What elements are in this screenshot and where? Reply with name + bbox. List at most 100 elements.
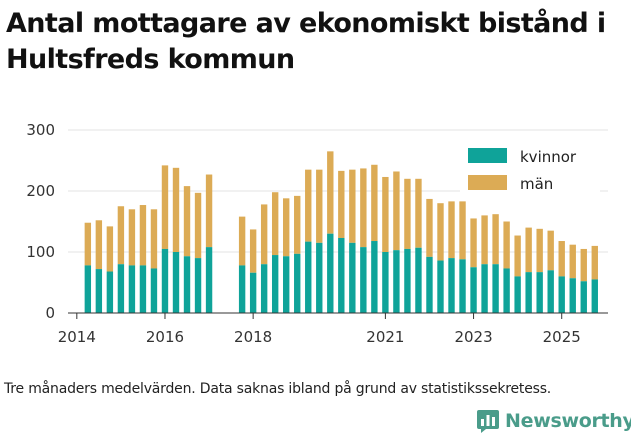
bar-kvinnor — [128, 265, 136, 313]
bar-man — [547, 230, 554, 271]
bar-kvinnor — [415, 247, 422, 313]
bar-man — [238, 216, 246, 266]
bar-kvinnor — [360, 247, 367, 313]
bar-man — [580, 248, 587, 282]
bar-kvinnor — [238, 265, 246, 313]
bar-kvinnor — [393, 250, 400, 313]
bar-man — [415, 178, 422, 248]
bar-man — [492, 214, 499, 265]
bar-man — [569, 244, 576, 279]
bar-man — [514, 235, 521, 277]
legend-label-man: män — [520, 175, 553, 193]
x-tick-label: 2014 — [58, 328, 96, 346]
bar-kvinnor — [150, 268, 158, 313]
legend-swatch-man — [468, 175, 507, 190]
bar-kvinnor — [305, 241, 312, 313]
legend-swatch-kvinnor — [468, 148, 507, 163]
bar-man — [161, 165, 169, 249]
bar-man — [117, 206, 125, 265]
bar-man — [305, 169, 312, 242]
bar-kvinnor — [95, 269, 103, 313]
bar-man — [448, 201, 455, 259]
bar-man — [183, 186, 191, 257]
bar-man — [316, 169, 323, 243]
bar-man — [459, 201, 466, 260]
bar-kvinnor — [338, 237, 345, 313]
bar-kvinnor — [448, 258, 455, 313]
bar-man — [128, 209, 136, 266]
bar-man — [404, 178, 411, 249]
bar-kvinnor — [470, 267, 477, 313]
bar-kvinnor — [260, 264, 268, 313]
bar-kvinnor — [371, 241, 378, 313]
bar-kvinnor — [283, 256, 290, 313]
bar-kvinnor — [139, 265, 147, 313]
bar-kvinnor — [249, 272, 257, 313]
bar-kvinnor — [459, 259, 466, 313]
bar-man — [503, 221, 510, 269]
bar-kvinnor — [84, 265, 92, 313]
y-tick-label: 100 — [26, 243, 55, 261]
legend-label-kvinnor: kvinnor — [520, 148, 577, 166]
newsworthy-logo-icon — [477, 410, 499, 433]
bar-kvinnor — [437, 260, 444, 313]
bar-man — [525, 227, 532, 273]
bar-man — [271, 192, 279, 256]
bar-kvinnor — [172, 252, 180, 313]
bar-kvinnor — [183, 256, 191, 313]
bar-man — [382, 176, 389, 252]
bar-kvinnor — [569, 278, 576, 313]
bar-kvinnor — [580, 281, 587, 313]
bar-man — [393, 171, 400, 251]
bar-man — [205, 174, 213, 248]
bar-kvinnor — [327, 233, 334, 313]
x-tick-label: 2025 — [543, 328, 581, 346]
chart-title: Antal mottagare av ekonomiskt bistånd i … — [6, 8, 606, 75]
x-tick-label: 2018 — [234, 328, 272, 346]
bar-kvinnor — [404, 248, 411, 313]
bars — [84, 151, 598, 313]
bar-man — [139, 205, 147, 266]
bar-kvinnor — [205, 247, 213, 313]
x-tick-label: 2023 — [454, 328, 492, 346]
bar-man — [283, 198, 290, 257]
bar-kvinnor — [503, 268, 510, 313]
y-tick-label: 200 — [26, 182, 55, 200]
bar-man — [437, 203, 444, 261]
bar-man — [338, 170, 345, 238]
bar-man — [536, 228, 543, 273]
bar-kvinnor — [106, 271, 114, 313]
bar-kvinnor — [294, 253, 301, 313]
bar-man — [591, 245, 598, 280]
bar-man — [249, 229, 257, 273]
y-tick-label: 300 — [26, 121, 55, 139]
chart-canvas: 0 100 200 300 2014 2016 2018 2021 2023 2025 kvin… — [26, 121, 608, 346]
bar-kvinnor — [481, 264, 488, 313]
bar-kvinnor — [426, 256, 433, 313]
footnote: Tre månaders medelvärden. Data saknas ib… — [4, 381, 552, 397]
legend: kvinnor män — [460, 140, 600, 193]
bar-kvinnor — [525, 272, 532, 313]
bar-kvinnor — [349, 242, 356, 313]
bar-kvinnor — [591, 279, 598, 313]
bar-man — [371, 164, 378, 242]
bar-kvinnor — [382, 252, 389, 313]
bar-kvinnor — [492, 264, 499, 313]
bar-man — [349, 169, 356, 243]
bar-man — [327, 151, 334, 234]
bar-man — [106, 226, 114, 272]
bar-kvinnor — [117, 264, 125, 313]
y-tick-label: 0 — [45, 304, 55, 322]
bar-man — [294, 195, 301, 254]
bar-kvinnor — [161, 248, 169, 313]
brand[interactable]: Newsworthy — [476, 406, 631, 436]
bar-man — [95, 220, 103, 270]
bar-kvinnor — [194, 258, 202, 313]
bar-kvinnor — [316, 242, 323, 313]
bar-man — [470, 218, 477, 268]
bar-man — [481, 215, 488, 265]
brand-name: Newsworthy — [505, 410, 631, 432]
bar-man — [260, 204, 268, 265]
bar-man — [84, 222, 92, 266]
x-axis: 2014 2016 2018 2021 2023 2025 — [58, 312, 608, 346]
